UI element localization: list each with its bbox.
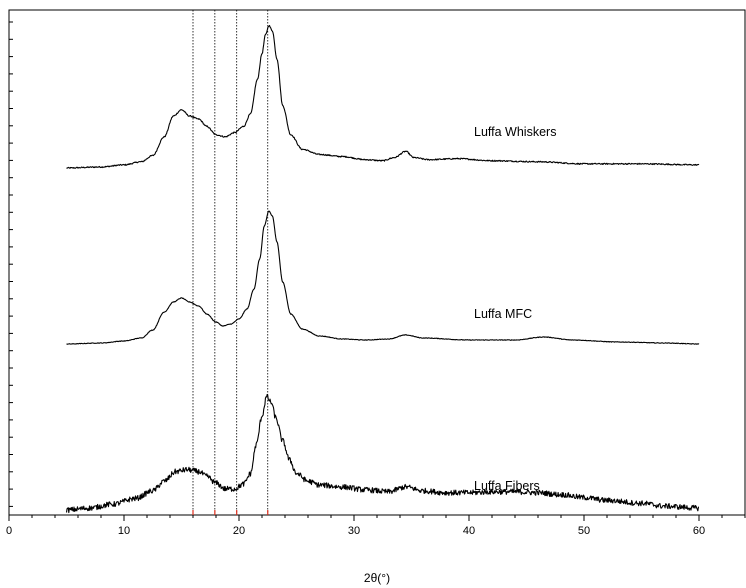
reference-lines	[192, 10, 269, 515]
series-label-2: Luffa MFC	[474, 307, 532, 321]
x-tick-label: 30	[348, 525, 360, 537]
y-axis-minor-ticks	[9, 21, 13, 507]
x-axis: 0 10 20 30 40 50 60	[6, 515, 746, 537]
x-tick-label: 20	[233, 525, 245, 537]
x-axis-label: 2θ(°)	[364, 571, 390, 585]
plot-area-frame	[8, 9, 746, 516]
series-line-3	[65, 393, 700, 514]
series-label-3: Luffa Fibers	[474, 479, 540, 493]
x-tick-label: 10	[118, 525, 130, 537]
series-label-1: Luffa Whiskers	[474, 125, 556, 139]
x-tick-label: 40	[463, 525, 475, 537]
x-tick-label: 0	[6, 525, 12, 537]
series-labels: Luffa Whiskers Luffa MFC Luffa Fibers	[474, 125, 556, 493]
series-group	[65, 24, 700, 514]
x-tick-label: 50	[578, 525, 590, 537]
x-tick-label: 60	[693, 525, 705, 537]
series-line-2	[66, 210, 700, 345]
series-line-1	[66, 24, 700, 169]
